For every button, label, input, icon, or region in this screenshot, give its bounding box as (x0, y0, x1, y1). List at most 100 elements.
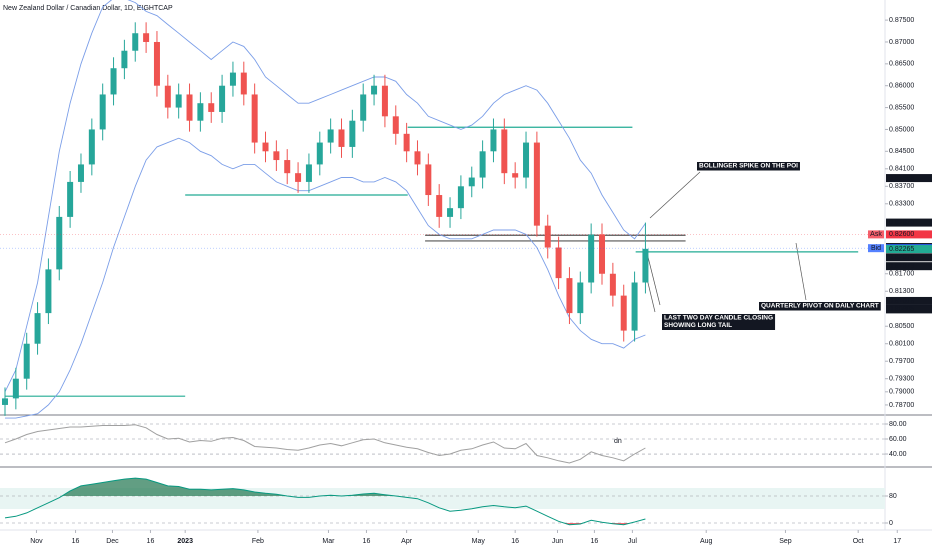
candle-body (360, 94, 367, 121)
candle-body (251, 94, 258, 143)
y-tick-label: 40.00 (889, 451, 907, 458)
candle-body (1, 398, 8, 405)
x-tick-label: Jun (552, 538, 563, 545)
price-label-box (886, 262, 932, 271)
candle-body (403, 133, 410, 152)
x-tick-label: Feb (252, 538, 264, 545)
arrow (795, 242, 807, 301)
price-label-box (886, 218, 932, 227)
candle-body (77, 164, 84, 182)
annotation-text: QUARTERLY PIVOT ON DAILY CHART (761, 303, 879, 310)
y-tick-label: 0.80100 (889, 341, 914, 348)
candle-body (12, 378, 19, 399)
candle-body (371, 85, 378, 95)
x-tick-label: 16 (147, 538, 155, 545)
y-tick-label: 80 (889, 493, 897, 500)
candle-body (67, 181, 74, 217)
price-label-box (886, 305, 932, 314)
price-label: 0.81078 (889, 298, 914, 305)
price-label-box (886, 245, 932, 254)
candle-body (349, 120, 356, 147)
y-tick-label: 0.81300 (889, 288, 914, 295)
candle-body (240, 72, 247, 95)
x-tick-label: 2023 (177, 538, 193, 545)
y-tick-label: 0.83300 (889, 201, 914, 208)
y-tick-label: 0.78700 (889, 402, 914, 409)
candle-body (620, 295, 627, 331)
candle-body (479, 151, 486, 178)
candle-body (175, 94, 182, 108)
candle-body (132, 33, 139, 51)
y-tick-label: 0 (889, 520, 893, 527)
chart-title: New Zealand Dollar / Canadian Dollar, 1D… (3, 5, 173, 12)
y-tick-label: 0.85000 (889, 126, 914, 133)
price-label: 0.82600 (889, 231, 914, 238)
y-tick-label: 0.83700 (889, 183, 914, 190)
x-tick-label: Dec (106, 538, 119, 545)
candle-body (523, 142, 530, 178)
candle-body (305, 164, 312, 182)
candle-body (425, 164, 432, 196)
y-tick-label: 80.00 (889, 421, 907, 428)
annotation-box (759, 302, 881, 311)
candle-body (262, 142, 269, 152)
x-tick-label: Aug (700, 538, 713, 545)
candle-body (642, 248, 649, 283)
x-tick-label: May (472, 538, 486, 545)
candle-body (631, 282, 638, 331)
candle-body (512, 173, 519, 178)
y-tick-label: 0.86000 (889, 83, 914, 90)
candle-body (338, 129, 345, 147)
candle-body (143, 33, 150, 42)
candle-body (588, 234, 595, 283)
x-tick-label: Apr (401, 538, 413, 545)
candle-body (436, 195, 443, 217)
arrow (649, 171, 701, 219)
annotation-text: SHOWING LONG TAIL (664, 322, 732, 329)
candle-body (88, 129, 95, 165)
candle-body (447, 208, 454, 217)
candle-body (197, 103, 204, 121)
candle-body (229, 72, 236, 86)
y-tick-label: 0.87500 (889, 17, 914, 24)
price-tag: Ask (870, 231, 882, 238)
price-label: 0.83888 (889, 175, 914, 182)
y-tick-label: 0.80500 (889, 323, 914, 330)
candle-body (219, 85, 226, 112)
x-tick-label: Oct (853, 538, 864, 545)
candle-body (284, 160, 291, 174)
candle-body (121, 50, 128, 69)
price-label-box (886, 253, 932, 262)
price-label: 0.81873 (889, 263, 914, 270)
candle-body (609, 273, 616, 296)
indicator-line (4, 477, 646, 526)
candle-body (45, 269, 52, 314)
arrow (646, 252, 661, 306)
y-tick-label: 0.81700 (889, 271, 914, 278)
candle-body (34, 313, 41, 344)
candle-body (490, 129, 497, 152)
indicator-line (4, 424, 646, 464)
candle-body (566, 278, 573, 314)
candle-body (599, 234, 606, 274)
y-tick-label: 0.86500 (889, 61, 914, 68)
y-tick-label: 0.79000 (889, 389, 914, 396)
annotation-box (662, 314, 776, 330)
candle-body (468, 177, 475, 187)
price-label-box (886, 174, 932, 183)
price-label-box (886, 230, 932, 239)
annotation-text: dn (614, 438, 622, 445)
x-tick-label: Mar (322, 538, 335, 545)
y-tick-label: 0.85500 (889, 104, 914, 111)
x-tick-label: Sep (779, 538, 792, 545)
candle-body (23, 343, 30, 379)
candle-body (501, 129, 508, 174)
price-label-box (886, 296, 932, 305)
price-tag-box (868, 230, 884, 239)
candle-body (577, 282, 584, 314)
price-label: 0.82870 (889, 219, 914, 226)
candle-body (164, 85, 171, 108)
annotation-box (697, 162, 800, 171)
